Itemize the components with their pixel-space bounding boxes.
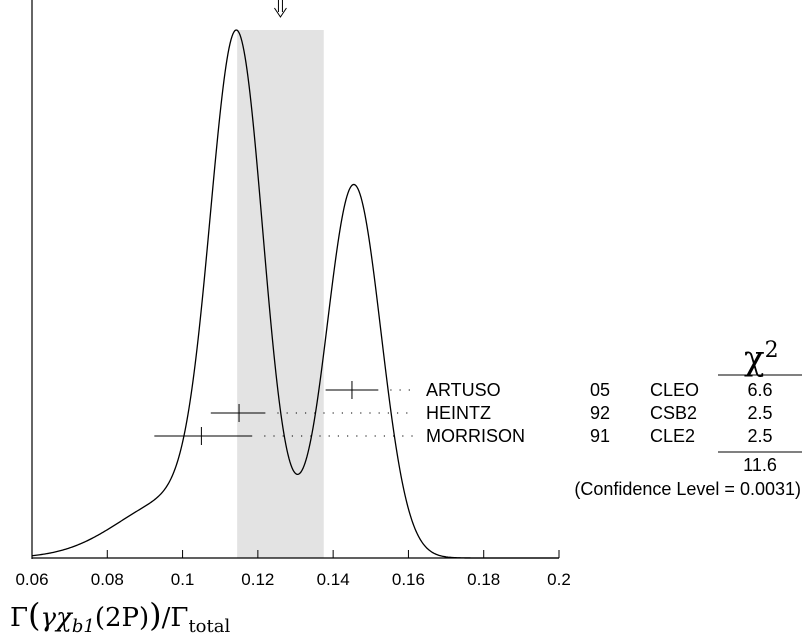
average-band — [237, 30, 324, 558]
x-tick-label-7: 0.2 — [547, 570, 571, 589]
x-tick-label-2: 0.1 — [171, 570, 195, 589]
measurement-experiment-1: CSB2 — [650, 403, 697, 423]
measurement-author-0: ARTUSO — [426, 380, 501, 400]
ideogram-curve — [31, 29, 559, 559]
confidence-level: (Confidence Level = 0.0031) — [574, 479, 801, 499]
x-axis-label: Γ(γχb1(2P))/Γtotal — [10, 596, 231, 637]
average-band-layer — [237, 0, 324, 558]
average-arrow-head — [274, 7, 287, 18]
x-tick-label-5: 0.16 — [392, 570, 425, 589]
measurement-year-1: 92 — [590, 403, 610, 423]
measurement-author-1: HEINTZ — [426, 403, 491, 423]
measurement-author-2: MORRISON — [426, 426, 525, 446]
chi2-header: χ2 — [744, 338, 779, 379]
measurement-chi2-2: 2.5 — [747, 426, 772, 446]
x-tick-label-3: 0.12 — [241, 570, 274, 589]
x-tick-label-4: 0.14 — [317, 570, 350, 589]
chi2-table-layer: 11.6 (Confidence Level = 0.0031) — [574, 374, 802, 499]
measurement-experiment-2: CLE2 — [650, 426, 695, 446]
measurement-chi2-1: 2.5 — [747, 403, 772, 423]
x-tick-label-6: 0.18 — [467, 570, 500, 589]
measurements-layer: ARTUSO 05 CLEO 6.6 HEINTZ 92 CSB2 2.5 MORRISON 91… — [154, 380, 773, 446]
chi2-total: 11.6 — [743, 455, 777, 475]
x-tick-label-0: 0.06 — [15, 570, 48, 589]
measurement-year-2: 91 — [590, 426, 610, 446]
axis-layer: 0.06 0.08 0.1 0.12 0.14 0.16 0.18 0.2 — [15, 0, 571, 589]
measurement-year-0: 05 — [590, 380, 610, 400]
measurement-chi2-0: 6.6 — [747, 380, 772, 400]
measurement-experiment-0: CLEO — [650, 380, 699, 400]
ideogram-curve-layer — [31, 29, 559, 559]
x-tick-label-1: 0.08 — [91, 570, 124, 589]
